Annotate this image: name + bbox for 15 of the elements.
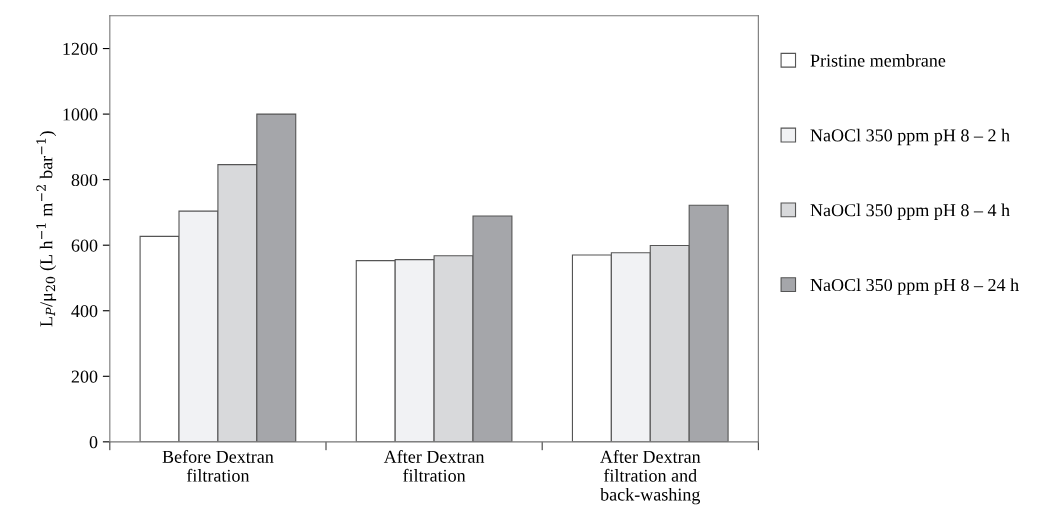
x-tick-label: After Dextran filtration and back-washing xyxy=(600,449,701,505)
legend-label: Pristine membrane xyxy=(810,53,946,67)
x-tick-label: Before Dextran filtration xyxy=(162,449,274,482)
legend-label: NaOCl 350 ppm pH 8 – 2 h xyxy=(810,128,1010,146)
legend-label: NaOCl 350 ppm pH 8 – 24 h xyxy=(810,278,1019,295)
y-tick-label: 800 xyxy=(71,173,98,187)
y-tick-label: 400 xyxy=(71,305,98,318)
y-tick-label: 1200 xyxy=(63,42,98,55)
text: L$_{P}$/μ$_{20}$ (L h$^{−1}$ m$^{−2}$ bar$^{−1}$) xyxy=(36,131,57,327)
y-tick-label: 600 xyxy=(71,239,98,252)
x-tick-label: After Dextran filtration xyxy=(383,449,485,482)
y-tick-label: 1000 xyxy=(63,108,98,121)
y-tick-label: 200 xyxy=(71,370,98,383)
y-tick-label: 0 xyxy=(89,436,98,449)
legend-label: NaOCl 350 ppm pH 8 – 4 h xyxy=(810,203,1010,220)
